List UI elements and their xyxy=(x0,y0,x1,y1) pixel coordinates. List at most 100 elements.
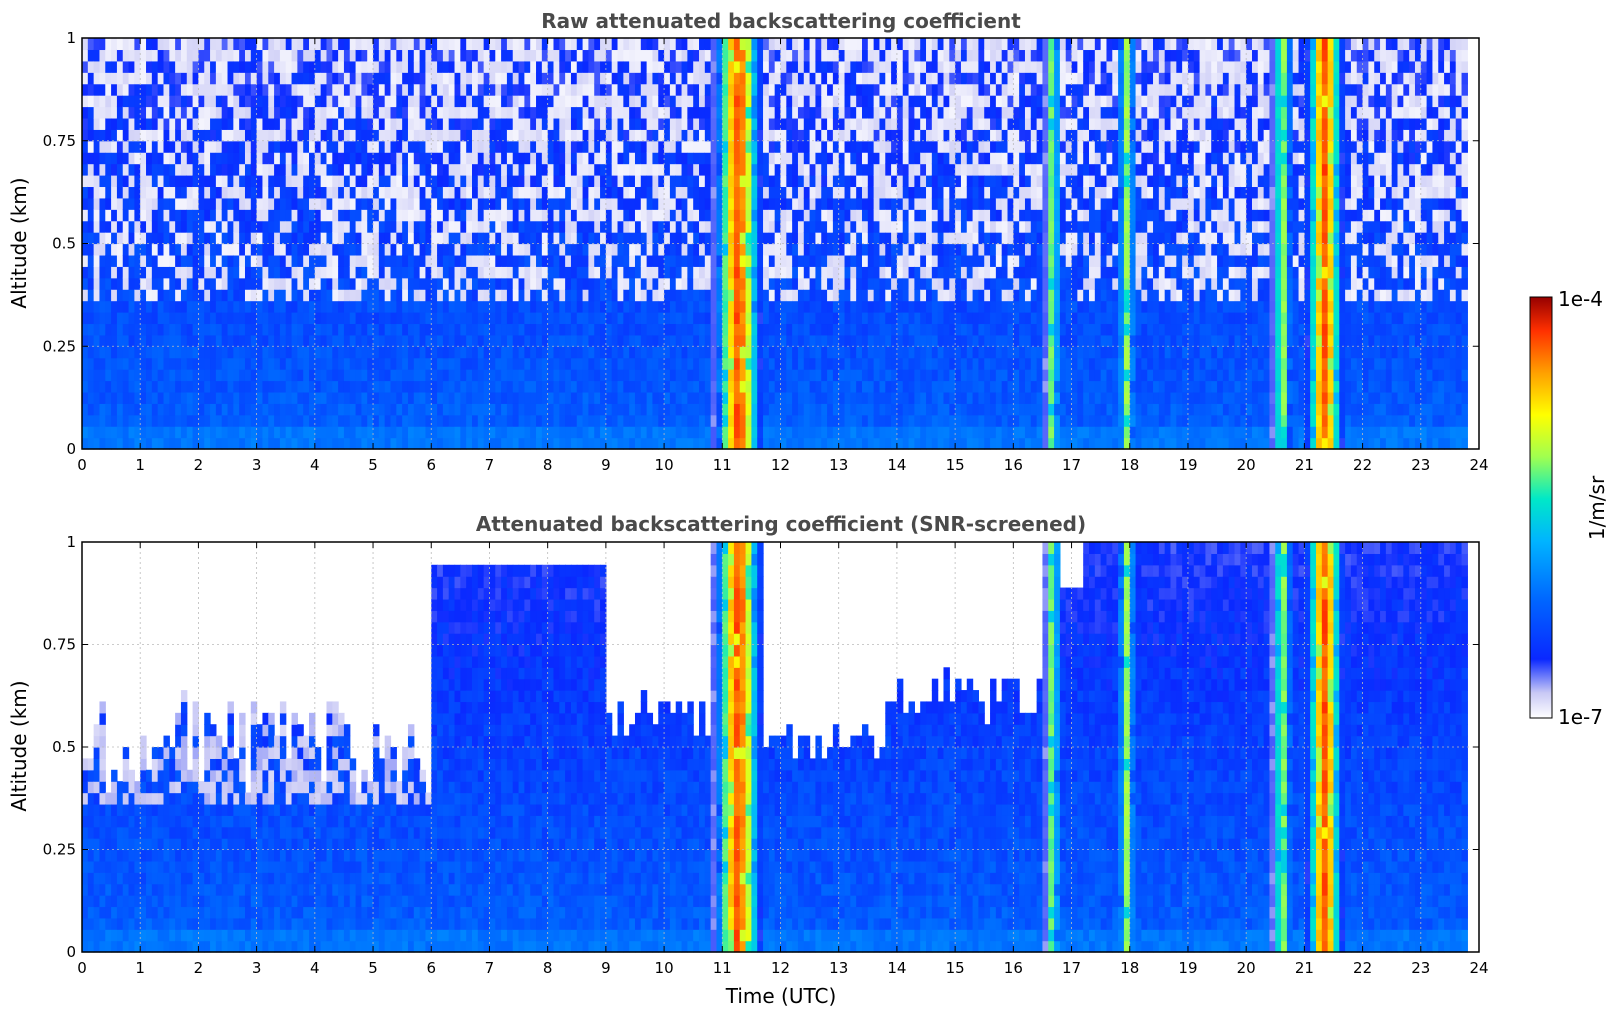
heatmap-cell xyxy=(547,209,555,222)
heatmap-cell xyxy=(809,163,817,176)
heatmap-cell xyxy=(221,300,229,313)
heatmap-cell xyxy=(87,232,95,245)
heatmap-cell xyxy=(611,232,619,245)
heatmap-cell xyxy=(553,140,560,153)
heatmap-cell xyxy=(396,369,403,382)
heatmap-cell xyxy=(169,140,176,153)
heatmap-cell xyxy=(634,209,642,222)
heatmap-cell xyxy=(518,300,525,313)
heatmap-cell xyxy=(413,220,421,233)
heatmap-cell xyxy=(472,106,479,119)
heatmap-cell xyxy=(268,312,275,325)
heatmap-cell xyxy=(390,140,397,153)
heatmap-cell xyxy=(489,117,496,130)
heatmap-cell xyxy=(320,129,328,142)
heatmap-cell xyxy=(664,38,671,51)
heatmap-cell xyxy=(576,277,584,290)
heatmap-cell xyxy=(244,152,252,165)
heatmap-cell xyxy=(146,186,153,199)
heatmap-cell xyxy=(343,175,351,188)
heatmap-cell xyxy=(611,117,619,130)
heatmap-cell xyxy=(652,312,659,325)
heatmap-cell xyxy=(192,163,200,176)
heatmap-cell xyxy=(338,152,345,165)
heatmap-cell xyxy=(338,72,345,85)
heatmap-cell xyxy=(326,391,333,404)
heatmap-cell xyxy=(472,289,479,302)
heatmap-cell xyxy=(361,106,368,119)
heatmap-cell xyxy=(373,72,380,85)
heatmap-cell xyxy=(111,72,118,85)
heatmap-cell xyxy=(792,232,799,245)
heatmap-cell xyxy=(693,426,700,439)
heatmap-cell xyxy=(274,334,281,347)
heatmap-cell xyxy=(757,323,764,336)
heatmap-cell xyxy=(600,323,607,336)
heatmap-cell xyxy=(338,437,345,450)
heatmap-cell xyxy=(687,300,694,313)
heatmap-cell xyxy=(809,334,817,347)
heatmap-cell xyxy=(105,152,112,165)
heatmap-cell xyxy=(437,346,444,359)
heatmap-cell xyxy=(803,106,811,119)
heatmap-cell xyxy=(681,163,688,176)
heatmap-cell xyxy=(763,209,770,222)
heatmap-cell xyxy=(687,152,694,165)
heatmap-cell xyxy=(477,437,485,450)
heatmap-cell xyxy=(664,277,671,290)
heatmap-cell xyxy=(274,266,281,279)
heatmap-cell xyxy=(693,106,700,119)
heatmap-cell xyxy=(710,323,718,336)
heatmap-cell xyxy=(873,437,881,450)
heatmap-cell xyxy=(140,72,147,85)
heatmap-cell xyxy=(763,437,770,450)
heatmap-cell xyxy=(186,175,194,188)
heatmap-cell xyxy=(87,49,95,62)
heatmap-cell xyxy=(658,300,665,313)
heatmap-cell xyxy=(413,346,421,359)
heatmap-cell xyxy=(547,289,555,302)
heatmap-cell xyxy=(664,175,671,188)
heatmap-cell xyxy=(658,152,665,165)
heatmap-cell xyxy=(116,95,124,108)
heatmap-cell xyxy=(512,289,520,302)
heatmap-cell xyxy=(425,243,432,256)
heatmap-cell xyxy=(396,277,403,290)
heatmap-cell xyxy=(501,243,508,256)
heatmap-cell xyxy=(803,72,811,85)
heatmap-cell xyxy=(82,437,89,450)
heatmap-cell xyxy=(658,197,665,210)
heatmap-cell xyxy=(634,95,642,108)
heatmap-cell xyxy=(681,277,688,290)
heatmap-cell xyxy=(518,232,525,245)
heatmap-cell xyxy=(303,289,310,302)
heatmap-cell xyxy=(774,152,782,165)
heatmap-cell xyxy=(652,106,659,119)
heatmap-cell xyxy=(582,209,590,222)
heatmap-cell xyxy=(536,357,543,370)
heatmap-cell xyxy=(157,186,165,199)
heatmap-cell xyxy=(582,117,590,130)
heatmap-cell xyxy=(483,175,491,188)
heatmap-cell xyxy=(634,437,642,450)
heatmap-cell xyxy=(204,140,211,153)
heatmap-cell xyxy=(489,95,496,108)
heatmap-cell xyxy=(792,346,799,359)
heatmap-cell xyxy=(320,346,328,359)
heatmap-cell xyxy=(605,232,613,245)
heatmap-cell xyxy=(122,117,130,130)
heatmap-cell xyxy=(82,426,89,439)
heatmap-cell xyxy=(285,117,293,130)
heatmap-cell xyxy=(524,437,531,450)
heatmap-cell xyxy=(437,426,444,439)
heatmap-cell xyxy=(338,106,345,119)
heatmap-cell xyxy=(268,163,275,176)
heatmap-cell xyxy=(186,426,194,439)
heatmap-cell xyxy=(274,95,281,108)
heatmap-cell xyxy=(658,95,665,108)
heatmap-cell xyxy=(716,266,723,279)
heatmap-cell xyxy=(361,72,368,85)
heatmap-cell xyxy=(309,300,316,313)
heatmap-cell xyxy=(477,289,485,302)
heatmap-cell xyxy=(279,289,287,302)
